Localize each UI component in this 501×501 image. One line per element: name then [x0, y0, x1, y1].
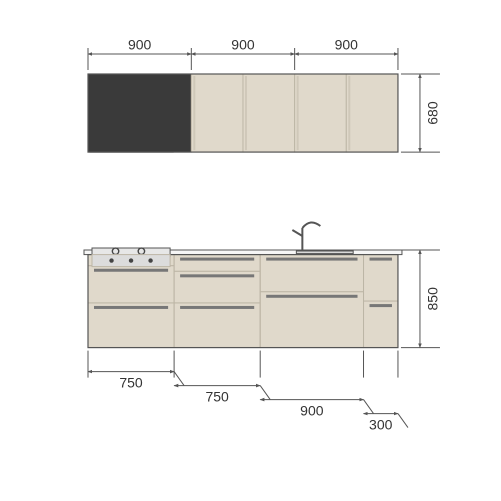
- faucet-lever: [292, 230, 302, 236]
- dim-upper-top: 900: [128, 37, 152, 53]
- drawer-front: [88, 303, 174, 348]
- drawer-handle: [180, 274, 254, 277]
- drawer-handle: [94, 269, 168, 272]
- dim-leader: [260, 386, 270, 400]
- drawer-handle: [266, 258, 357, 261]
- drawer-handle: [180, 258, 254, 261]
- drawer-front: [260, 292, 363, 348]
- drawer-handle: [180, 306, 254, 309]
- wall-cabinet-door: [243, 74, 295, 152]
- dim-lower-bottom: 750: [205, 388, 229, 404]
- dim-lower-height: 850: [425, 287, 441, 311]
- wall-cabinet-door: [295, 74, 347, 152]
- dim-lower-bottom: 300: [369, 416, 393, 432]
- drawer-front: [364, 301, 398, 347]
- knob-icon: [148, 258, 152, 262]
- drawer-handle: [370, 258, 392, 261]
- dim-upper-height: 680: [425, 101, 441, 125]
- wall-cabinet-door: [346, 74, 398, 152]
- drawer-handle: [266, 295, 357, 298]
- dim-lower-bottom: 900: [300, 402, 324, 418]
- drawer-front: [174, 255, 260, 272]
- faucet-spout: [302, 222, 320, 228]
- dim-leader: [398, 414, 408, 428]
- dim-leader: [174, 372, 184, 386]
- drawer-handle: [94, 306, 168, 309]
- drawer-front: [174, 303, 260, 348]
- dim-upper-top: 900: [335, 37, 359, 53]
- dim-leader: [364, 400, 374, 414]
- wall-cabinet-door: [191, 74, 243, 152]
- knob-icon: [109, 258, 113, 262]
- drawer-front: [364, 255, 398, 301]
- knob-icon: [129, 258, 133, 262]
- drawer-handle: [370, 304, 392, 307]
- sink-basin: [296, 251, 353, 254]
- dim-upper-top: 900: [231, 37, 255, 53]
- dim-lower-bottom: 750: [119, 374, 143, 390]
- range-hood-body: [88, 74, 191, 152]
